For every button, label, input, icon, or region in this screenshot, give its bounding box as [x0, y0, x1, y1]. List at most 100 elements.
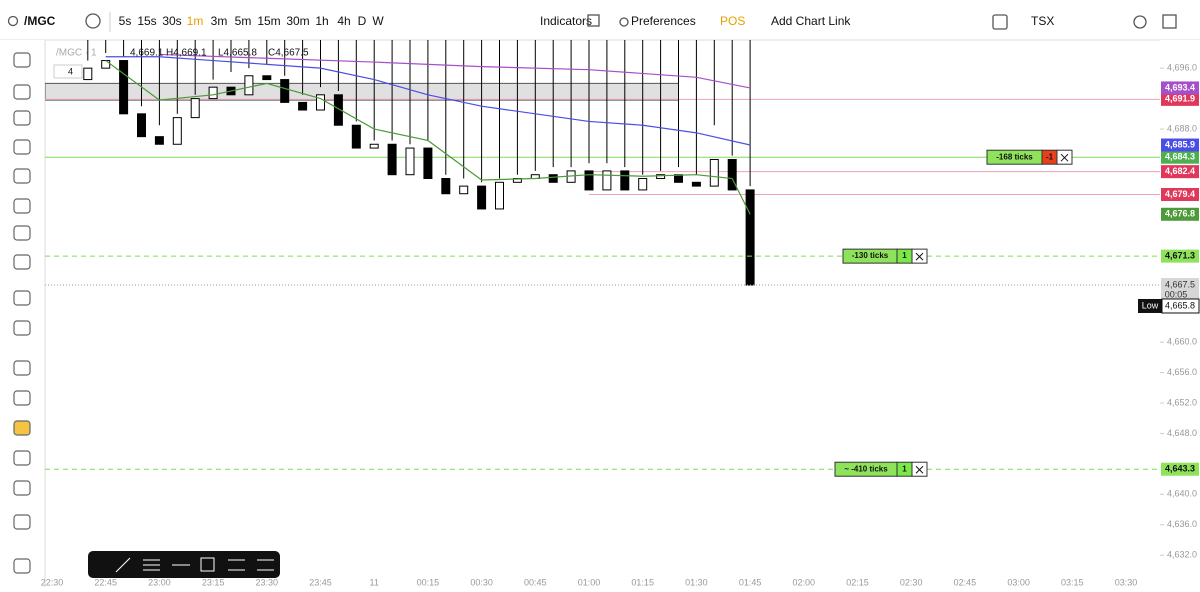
symbol[interactable]: /MGC — [24, 14, 56, 28]
drawing-tools — [13, 52, 31, 574]
interval-button[interactable]: 15m — [257, 14, 280, 28]
tool-icon[interactable] — [13, 360, 31, 376]
indicators-button[interactable]: Indicators — [540, 14, 592, 28]
last-price: 4,667.5 — [1165, 279, 1195, 289]
candle-body — [101, 60, 111, 69]
x-tick-label: 01:00 — [578, 577, 601, 587]
x-tick-label: 02:15 — [846, 577, 869, 587]
x-tick-label: 23:30 — [256, 577, 279, 587]
candle-body — [369, 143, 379, 149]
interval-button[interactable]: D — [358, 14, 367, 28]
x-tick-label: 02:30 — [900, 577, 923, 587]
candle-body — [387, 143, 397, 176]
exchange-select[interactable]: TSX — [1031, 14, 1054, 28]
low-value: 4,665.8 — [1165, 300, 1195, 310]
candle-body — [584, 170, 594, 191]
y-tick-label: 4,640.0 — [1167, 489, 1197, 499]
preferences-button[interactable]: Preferences — [631, 14, 696, 28]
order-qty: 1 — [902, 464, 907, 473]
y-tick-label: 4,660.0 — [1167, 337, 1197, 347]
tool-icon[interactable] — [13, 420, 31, 436]
order-price-label-box — [1161, 249, 1199, 263]
interval-button[interactable]: 15s — [137, 14, 156, 28]
x-tick-label: 23:00 — [148, 577, 171, 587]
sidebar — [0, 40, 45, 587]
low-text: Low — [1142, 300, 1159, 310]
tool-icon[interactable] — [13, 110, 31, 126]
interval-button[interactable]: 1h — [315, 14, 328, 28]
layout-icon[interactable] — [587, 14, 600, 27]
tool-icon[interactable] — [13, 514, 31, 530]
order-qty: -1 — [1046, 152, 1054, 161]
y-tick-label: 4,656.0 — [1167, 367, 1197, 377]
candle-body — [459, 185, 469, 195]
tool-icon[interactable] — [13, 84, 31, 100]
tool-icon[interactable] — [13, 139, 31, 155]
price-line-label-box — [1161, 187, 1199, 201]
order-ticks: -130 ticks — [852, 251, 889, 260]
y-tick-label: 4,696.0 — [1167, 63, 1197, 73]
floating-icons — [115, 557, 274, 573]
tool-icon[interactable] — [13, 254, 31, 270]
tool-icon[interactable] — [13, 168, 31, 184]
candle-body — [620, 170, 630, 191]
candle-body — [298, 101, 308, 111]
x-tick-label: 22:30 — [41, 577, 64, 587]
add-chart-link[interactable]: Add Chart Link — [771, 14, 851, 28]
interval-button[interactable]: 4h — [337, 14, 350, 28]
candle-body — [172, 117, 182, 145]
candle-body — [190, 98, 200, 119]
price-line-label-box — [1161, 92, 1199, 106]
interval-group: 5s 15s 30s 1m 3m 5m 15m 30m 1h 4h D W — [119, 14, 385, 28]
x-tick-label: 00:45 — [524, 577, 547, 587]
candle-body — [495, 181, 504, 210]
interval-button[interactable]: 30s — [162, 14, 181, 28]
legend-collapse[interactable]: 4 — [68, 66, 73, 76]
candle-body — [656, 174, 666, 180]
legend-symbol: /MGC · 1 — [56, 48, 97, 59]
x-tick-label: 03:00 — [1007, 577, 1030, 587]
y-tick-label: 4,652.0 — [1167, 397, 1197, 407]
candle-body — [638, 178, 648, 191]
tool-icon[interactable] — [13, 320, 31, 336]
candle-body — [83, 67, 93, 81]
collapse-box[interactable] — [53, 64, 83, 79]
order-close-icon — [915, 252, 924, 261]
tool-icon[interactable] — [13, 52, 31, 68]
moving-average — [105, 56, 751, 146]
tool-icon[interactable] — [13, 390, 31, 406]
interval-button[interactable]: W — [372, 14, 384, 28]
tool-icon[interactable] — [13, 450, 31, 466]
order-ticks: ~ -410 ticks — [844, 464, 888, 473]
candle-body — [351, 124, 361, 149]
tool-icon[interactable] — [13, 480, 31, 496]
order-ticks: -168 ticks — [996, 152, 1033, 161]
checkbox[interactable] — [992, 14, 1008, 30]
search-icon[interactable] — [7, 15, 19, 27]
interval-button[interactable]: 5m — [235, 14, 252, 28]
order-qty: 1 — [902, 251, 907, 260]
interval-button[interactable]: 1m — [187, 14, 204, 28]
last-price-box — [1161, 278, 1199, 301]
y-tick-label: 4,632.0 — [1167, 550, 1197, 560]
pos-button[interactable]: POS — [720, 14, 745, 28]
interval-button[interactable]: 3m — [211, 14, 228, 28]
x-tick-label: 03:15 — [1061, 577, 1084, 587]
candle-body — [709, 158, 719, 187]
candle-body — [333, 94, 343, 126]
order-price-label-box — [1161, 462, 1199, 476]
interval-button[interactable]: 5s — [119, 14, 132, 28]
x-tick-label: 02:00 — [793, 577, 816, 587]
tool-icon[interactable] — [13, 198, 31, 214]
candle-body — [727, 158, 737, 191]
legend-ohlc: C4,667.5 — [268, 48, 309, 59]
ma-label-box — [1161, 138, 1199, 152]
settings-icon[interactable] — [1133, 15, 1147, 29]
add-symbol[interactable] — [85, 13, 101, 29]
fullscreen-icon[interactable] — [1162, 14, 1177, 29]
tool-icon[interactable] — [13, 225, 31, 241]
interval-button[interactable]: 30m — [286, 14, 309, 28]
tool-icon[interactable] — [13, 290, 31, 306]
tool-icon[interactable] — [13, 558, 31, 574]
